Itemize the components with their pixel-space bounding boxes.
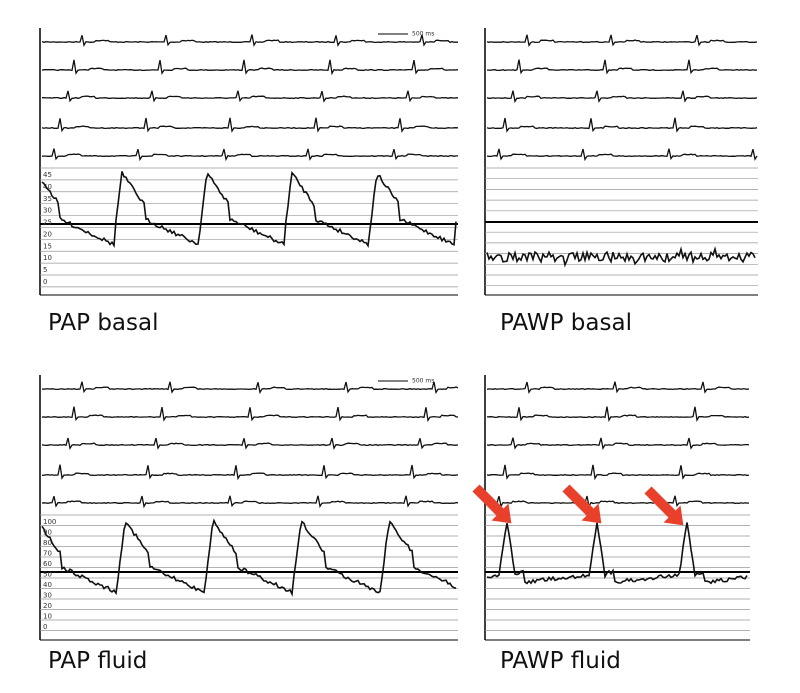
scale-label: 10 xyxy=(43,613,52,621)
pressure-trace xyxy=(486,522,748,585)
ecg-trace xyxy=(41,406,459,423)
ecg-trace xyxy=(486,148,758,162)
ecg-trace xyxy=(41,437,459,451)
arrow xyxy=(472,484,512,524)
scale-label: 40 xyxy=(43,581,52,589)
scale-label: 90 xyxy=(43,529,52,537)
pressure-trace xyxy=(41,518,457,597)
ecg-trace xyxy=(486,406,750,423)
scale-label: 45 xyxy=(43,171,52,179)
ecg-trace xyxy=(41,117,459,133)
pressure-trace xyxy=(486,246,756,268)
ecg-trace xyxy=(486,464,750,481)
arrow xyxy=(644,486,684,526)
scale-label: 80 xyxy=(43,539,52,547)
ecg-trace xyxy=(41,381,459,395)
panel-label: PAP fluid xyxy=(48,648,147,674)
arrow xyxy=(562,484,602,524)
ecg-trace xyxy=(486,381,750,395)
ecg-trace xyxy=(42,90,458,103)
ecg-trace xyxy=(41,148,458,162)
scale-label: 5 xyxy=(43,266,47,274)
scale-label: 40 xyxy=(43,183,52,191)
ecg-trace xyxy=(486,495,750,509)
ecg-trace xyxy=(486,34,758,47)
scale-label: 20 xyxy=(43,602,52,610)
ecg-trace xyxy=(486,117,758,133)
panel-label: PAWP fluid xyxy=(500,648,621,674)
scale-bar-label: 500 ms xyxy=(412,31,434,38)
ecg-trace xyxy=(486,437,750,451)
ecg-trace xyxy=(41,464,459,481)
ecg-trace xyxy=(486,90,758,104)
scale-label: 50 xyxy=(43,571,52,579)
ecg-trace xyxy=(41,495,458,509)
scale-bar-label: 500 ms xyxy=(412,378,434,385)
scale-label: 0 xyxy=(43,623,47,631)
scale-label: 0 xyxy=(43,278,47,286)
scale-label: 35 xyxy=(43,195,52,203)
scale-label: 70 xyxy=(43,550,52,558)
panel-label: PAWP basal xyxy=(500,310,632,336)
scale-label: 20 xyxy=(43,230,52,238)
scale-label: 30 xyxy=(43,592,52,600)
scale-label: 10 xyxy=(43,254,52,262)
arrows xyxy=(472,484,684,526)
ecg-trace xyxy=(41,34,459,48)
panel-label: PAP basal xyxy=(48,310,158,336)
pressure-trace xyxy=(41,170,457,249)
scale-label: 25 xyxy=(43,219,52,227)
scale-label: 30 xyxy=(43,207,52,215)
scale-label: 60 xyxy=(43,560,52,568)
scale-label: 15 xyxy=(43,242,52,250)
ecg-trace xyxy=(487,59,758,75)
ecg-trace xyxy=(41,59,459,76)
scale-label: 100 xyxy=(43,518,56,526)
